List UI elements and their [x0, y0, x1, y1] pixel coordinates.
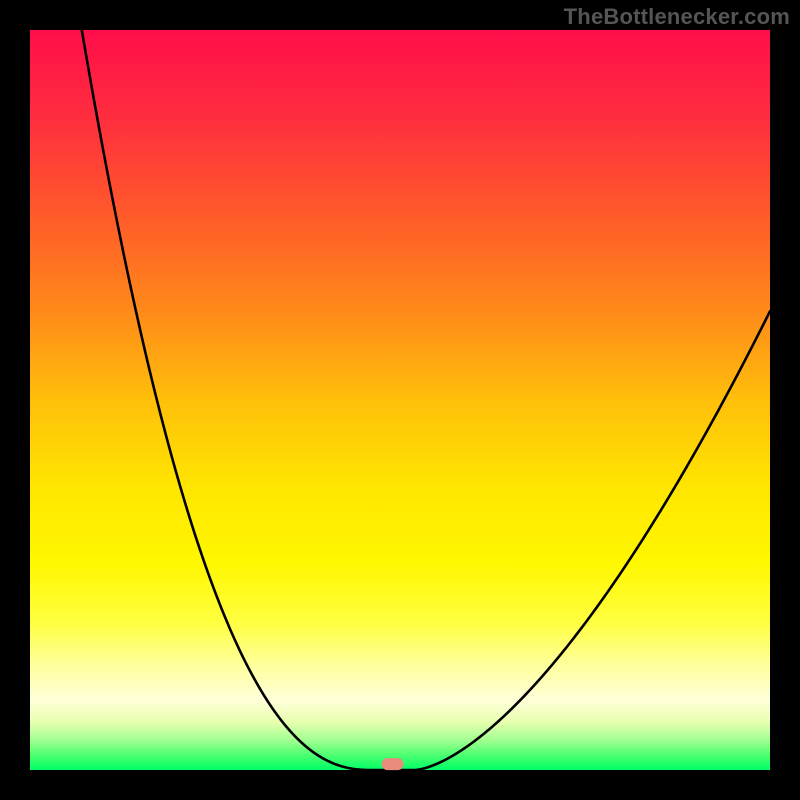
watermark-text: TheBottlenecker.com	[564, 4, 790, 30]
chart-background	[30, 30, 770, 770]
optimal-point-marker	[382, 758, 404, 770]
chart-svg	[0, 0, 800, 800]
